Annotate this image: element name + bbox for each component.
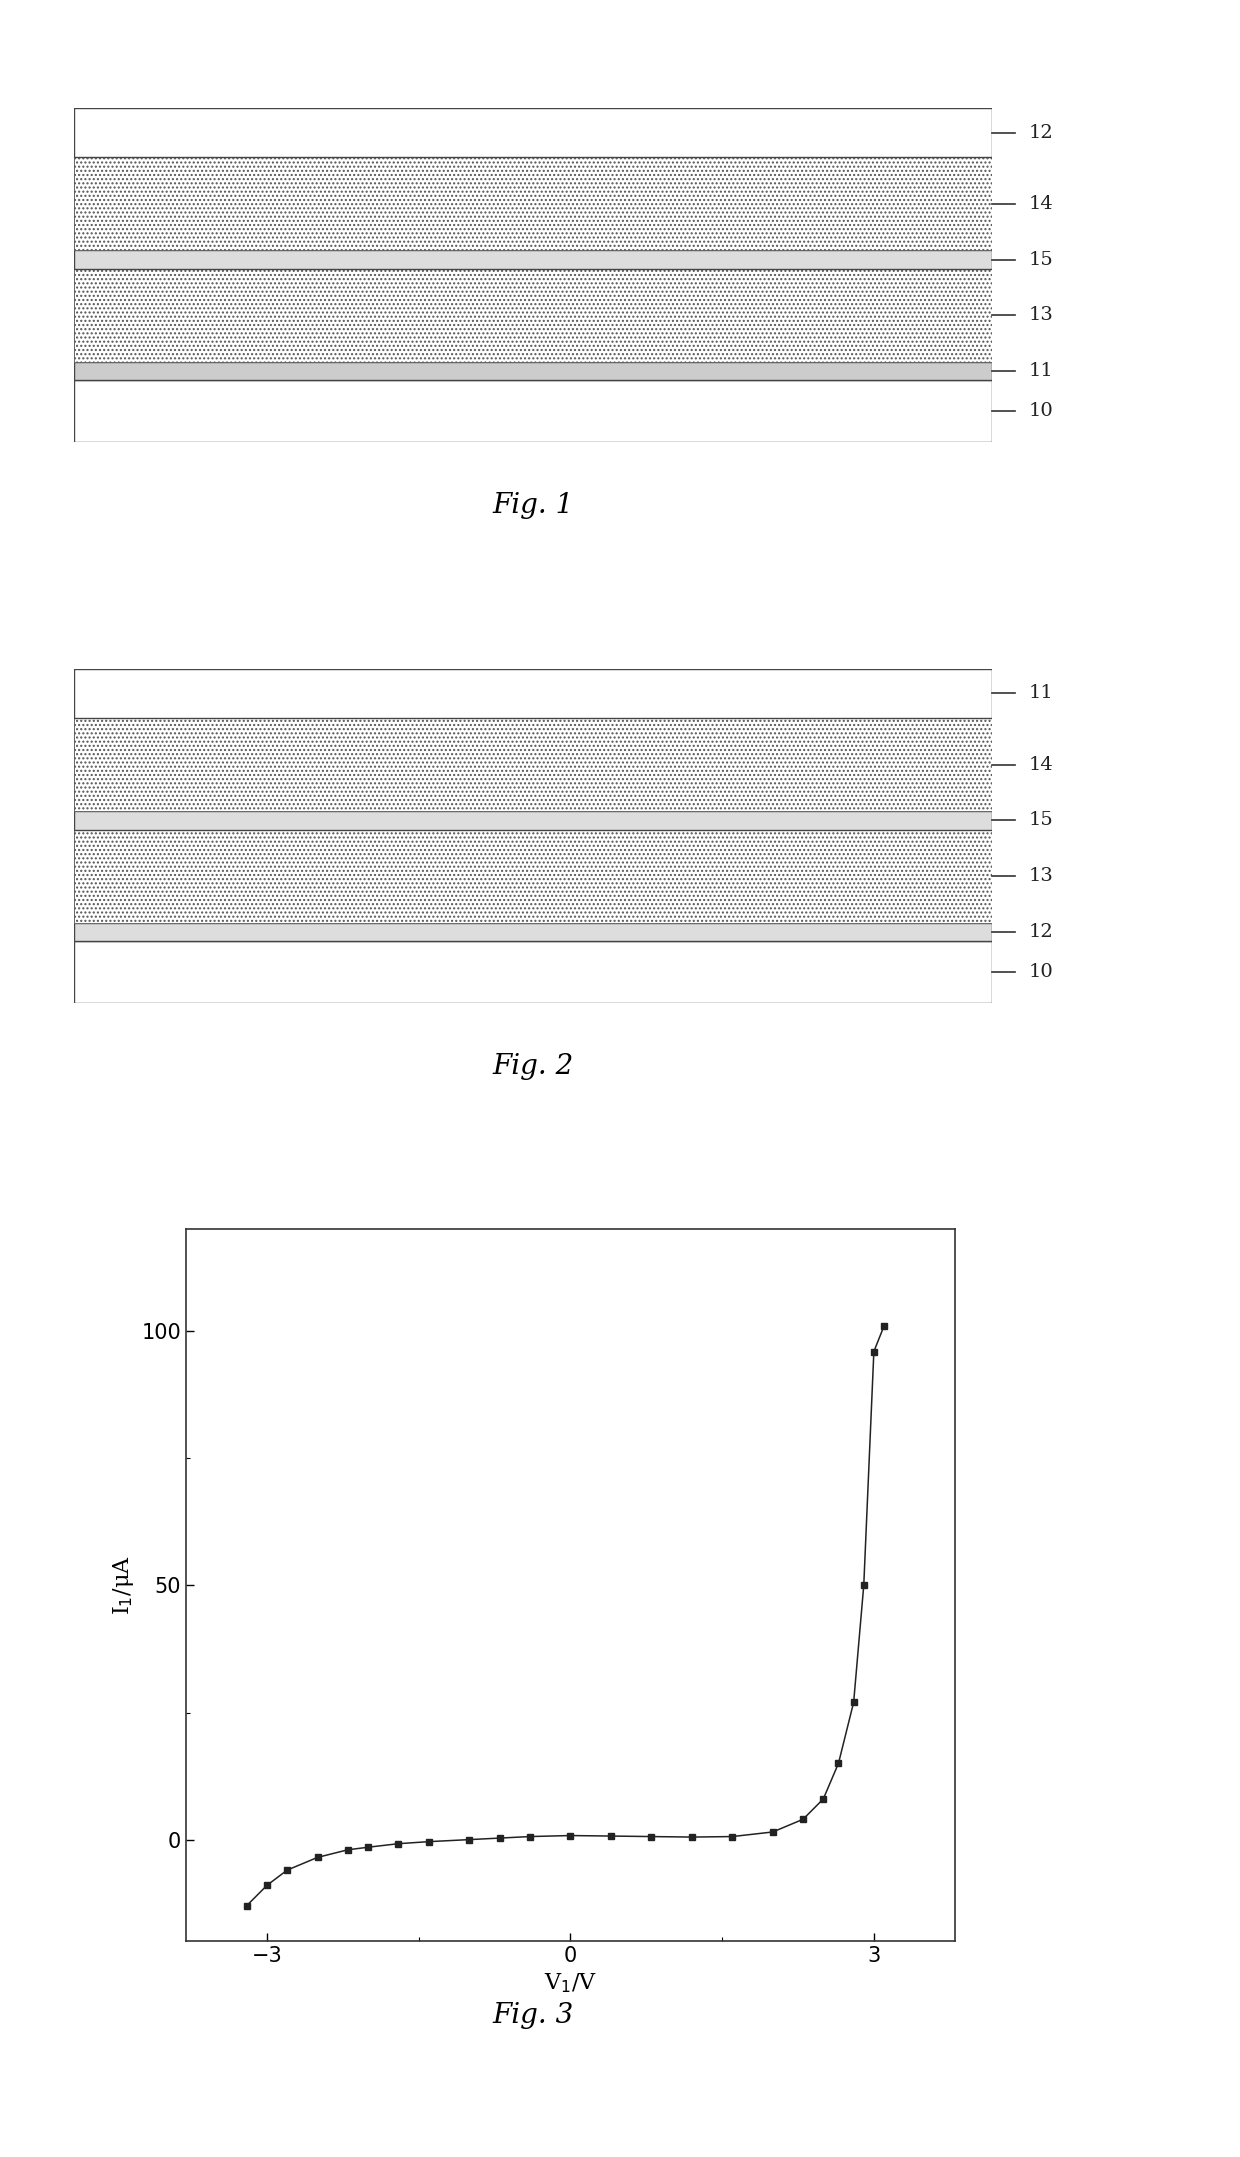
- Text: 14: 14: [1029, 755, 1054, 774]
- Bar: [74, 380, 992, 442]
- Text: 11: 11: [1029, 684, 1054, 703]
- Text: Fig. 3: Fig. 3: [492, 2002, 574, 2030]
- Bar: [74, 830, 992, 923]
- Bar: [74, 940, 992, 1003]
- Text: 10: 10: [1029, 401, 1054, 421]
- Bar: [74, 669, 992, 718]
- Bar: [74, 250, 992, 270]
- Text: 13: 13: [1029, 306, 1054, 324]
- Text: 14: 14: [1029, 194, 1054, 214]
- Bar: [74, 270, 992, 362]
- Bar: [74, 811, 992, 830]
- Text: 12: 12: [1029, 123, 1054, 142]
- Text: 10: 10: [1029, 962, 1054, 981]
- Text: 15: 15: [1029, 811, 1054, 828]
- Text: 15: 15: [1029, 250, 1054, 267]
- Text: 13: 13: [1029, 867, 1054, 884]
- Bar: [74, 718, 992, 811]
- Text: 12: 12: [1029, 923, 1054, 940]
- Bar: [74, 157, 992, 250]
- Bar: [74, 923, 992, 940]
- Text: Fig. 1: Fig. 1: [492, 492, 574, 520]
- Bar: [74, 362, 992, 380]
- X-axis label: V$_1$/V: V$_1$/V: [544, 1971, 596, 1995]
- Text: 11: 11: [1029, 362, 1054, 380]
- Bar: [74, 108, 992, 157]
- Y-axis label: I$_1$/μA: I$_1$/μA: [110, 1555, 136, 1616]
- Text: Fig. 2: Fig. 2: [492, 1053, 574, 1081]
